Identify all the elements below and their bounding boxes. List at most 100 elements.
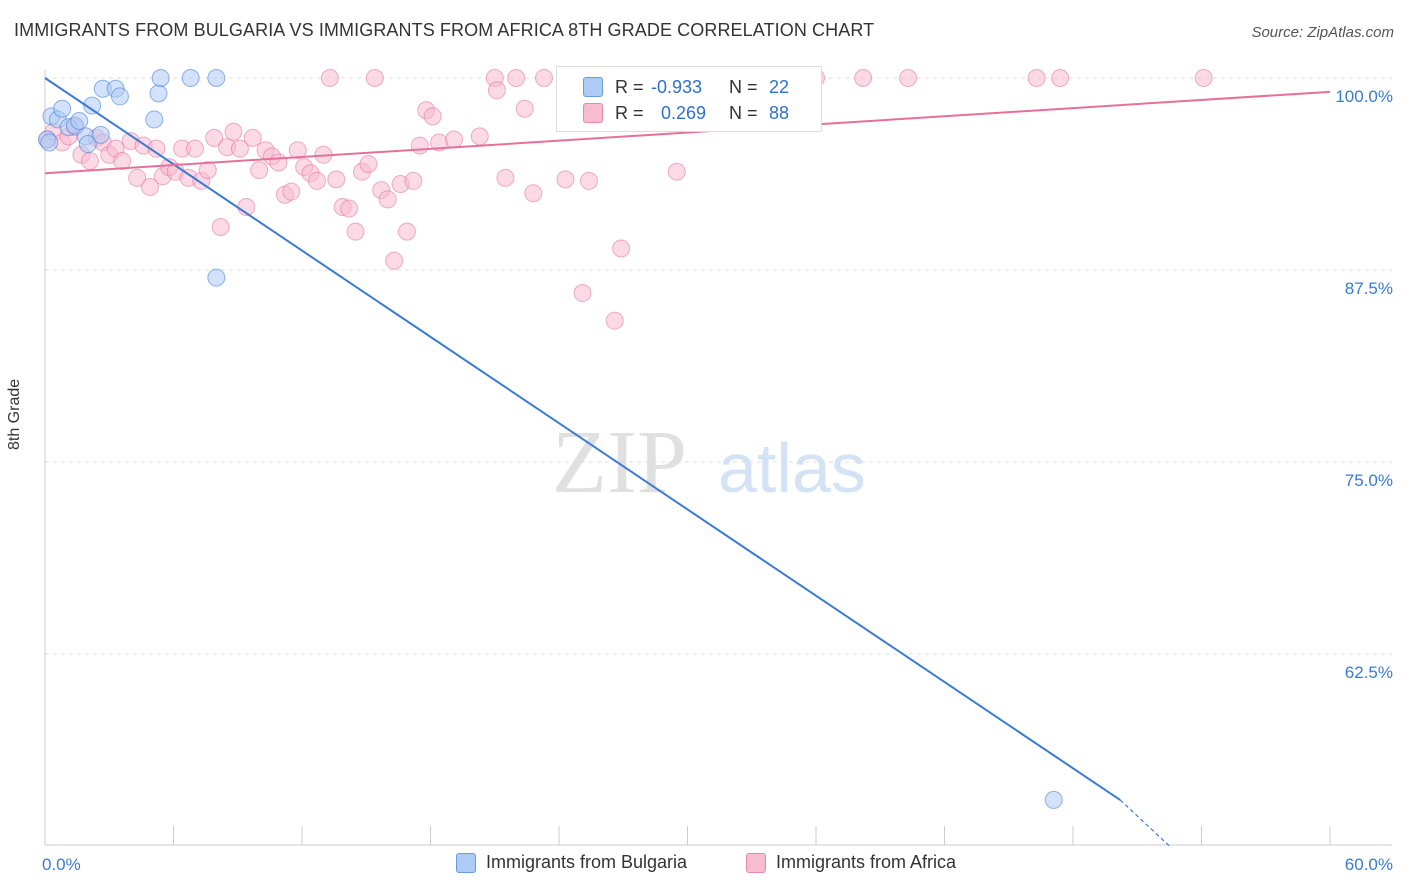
- africa-point: [423, 107, 442, 126]
- n-value: 22: [769, 76, 790, 97]
- africa-point: [579, 171, 598, 190]
- africa-point: [282, 182, 301, 201]
- bulgaria-point: [70, 112, 89, 131]
- africa-swatch: [583, 103, 603, 123]
- bulgaria-point: [40, 133, 59, 152]
- bulgaria-point: [151, 69, 170, 87]
- bulgaria-trend-extension: [1119, 799, 1170, 847]
- africa-point: [198, 161, 217, 180]
- africa-point: [288, 141, 307, 160]
- africa-point: [535, 69, 554, 87]
- r-label: R =: [615, 76, 644, 97]
- africa-point: [507, 69, 526, 87]
- legend-item-africa[interactable]: Immigrants from Africa: [746, 852, 956, 873]
- africa-point: [899, 69, 918, 87]
- n-value: 88: [769, 102, 790, 123]
- x-tick-label: 0.0%: [42, 855, 81, 874]
- africa-legend-swatch: [746, 852, 766, 873]
- bulgaria-point: [78, 135, 97, 154]
- watermark-zip: ZIP: [552, 413, 687, 512]
- africa-point: [612, 239, 631, 258]
- trend-lines: [44, 77, 1331, 847]
- watermark: ZIP atlas: [552, 413, 866, 512]
- africa-point: [397, 222, 416, 241]
- y-tick-label: 75.0%: [1345, 471, 1393, 490]
- africa-point: [1051, 69, 1070, 87]
- source-label: Source: ZipAtlas.com: [1251, 24, 1394, 41]
- africa-point: [605, 311, 624, 330]
- africa-point: [445, 130, 464, 149]
- legend-label-africa: Immigrants from Africa: [776, 852, 957, 872]
- series-legend: Immigrants from Bulgaria Immigrants from…: [0, 852, 1406, 876]
- africa-point: [80, 151, 99, 170]
- bulgaria-point: [1044, 790, 1063, 809]
- bulgaria-swatch: [583, 77, 603, 97]
- africa-point: [340, 199, 359, 218]
- africa-point: [515, 99, 534, 118]
- africa-point: [573, 284, 592, 303]
- africa-point: [496, 168, 515, 187]
- africa-point: [385, 251, 404, 270]
- africa-point: [1027, 69, 1046, 87]
- bulgaria-points: [38, 69, 1063, 809]
- africa-point: [667, 162, 686, 181]
- bulgaria-point: [207, 268, 226, 287]
- x-tick-label: 60.0%: [1345, 855, 1393, 874]
- bulgaria-point: [110, 87, 129, 106]
- legend-item-bulgaria[interactable]: Immigrants from Bulgaria: [456, 852, 687, 873]
- y-tick-labels: 100.0% 87.5% 75.0% 62.5%: [1335, 87, 1393, 682]
- africa-point: [404, 171, 423, 190]
- y-tick-label: 100.0%: [1335, 87, 1393, 106]
- africa-point: [346, 222, 365, 241]
- n-label: N =: [729, 102, 758, 123]
- y-tick-label: 87.5%: [1345, 279, 1393, 298]
- africa-point: [487, 81, 506, 100]
- africa-point: [854, 69, 873, 87]
- stats-legend: R = -0.933 N = 22 R = 0.269 N = 88: [556, 66, 822, 132]
- y-tick-label: 62.5%: [1345, 663, 1393, 682]
- legend-label-bulgaria: Immigrants from Bulgaria: [486, 852, 688, 872]
- r-value: 0.269: [661, 102, 707, 123]
- bulgaria-point: [207, 69, 226, 87]
- bulgaria-legend-swatch: [456, 852, 476, 873]
- africa-point: [147, 139, 166, 158]
- r-label: R =: [615, 102, 644, 123]
- bulgaria-point: [83, 96, 102, 115]
- bulgaria-point: [145, 110, 164, 129]
- bulgaria-point: [91, 125, 110, 144]
- bulgaria-trend-line: [44, 77, 1121, 801]
- africa-point: [307, 171, 326, 190]
- africa-point: [230, 139, 249, 158]
- bulgaria-point: [149, 84, 168, 103]
- africa-point: [269, 153, 288, 172]
- watermark-atlas: atlas: [718, 429, 866, 507]
- stats-row-bulgaria: R = -0.933 N = 22: [557, 74, 789, 100]
- bulgaria-point: [53, 99, 72, 118]
- africa-point: [205, 128, 224, 147]
- africa-point: [140, 178, 159, 197]
- africa-point: [524, 184, 543, 203]
- africa-point: [320, 69, 339, 87]
- africa-point: [470, 127, 489, 146]
- africa-point: [365, 69, 384, 87]
- n-label: N =: [729, 76, 758, 97]
- africa-point: [410, 136, 429, 155]
- africa-point: [224, 122, 243, 141]
- africa-point: [185, 139, 204, 158]
- stats-row-africa: R = 0.269 N = 88: [557, 100, 789, 126]
- grid-lines: [45, 77, 1392, 655]
- africa-trend-line: [44, 90, 1331, 175]
- africa-point: [250, 161, 269, 180]
- africa-point: [378, 190, 397, 209]
- africa-point: [1194, 69, 1213, 87]
- chart-title: IMMIGRANTS FROM BULGARIA VS IMMIGRANTS F…: [14, 20, 875, 40]
- africa-points: [38, 69, 1213, 330]
- africa-point: [243, 128, 262, 147]
- africa-point: [113, 151, 132, 170]
- africa-point: [211, 217, 230, 236]
- africa-point: [327, 170, 346, 189]
- x-tick-labels: 0.0% 60.0%: [42, 855, 1393, 874]
- africa-point: [359, 155, 378, 174]
- bulgaria-point: [181, 69, 200, 87]
